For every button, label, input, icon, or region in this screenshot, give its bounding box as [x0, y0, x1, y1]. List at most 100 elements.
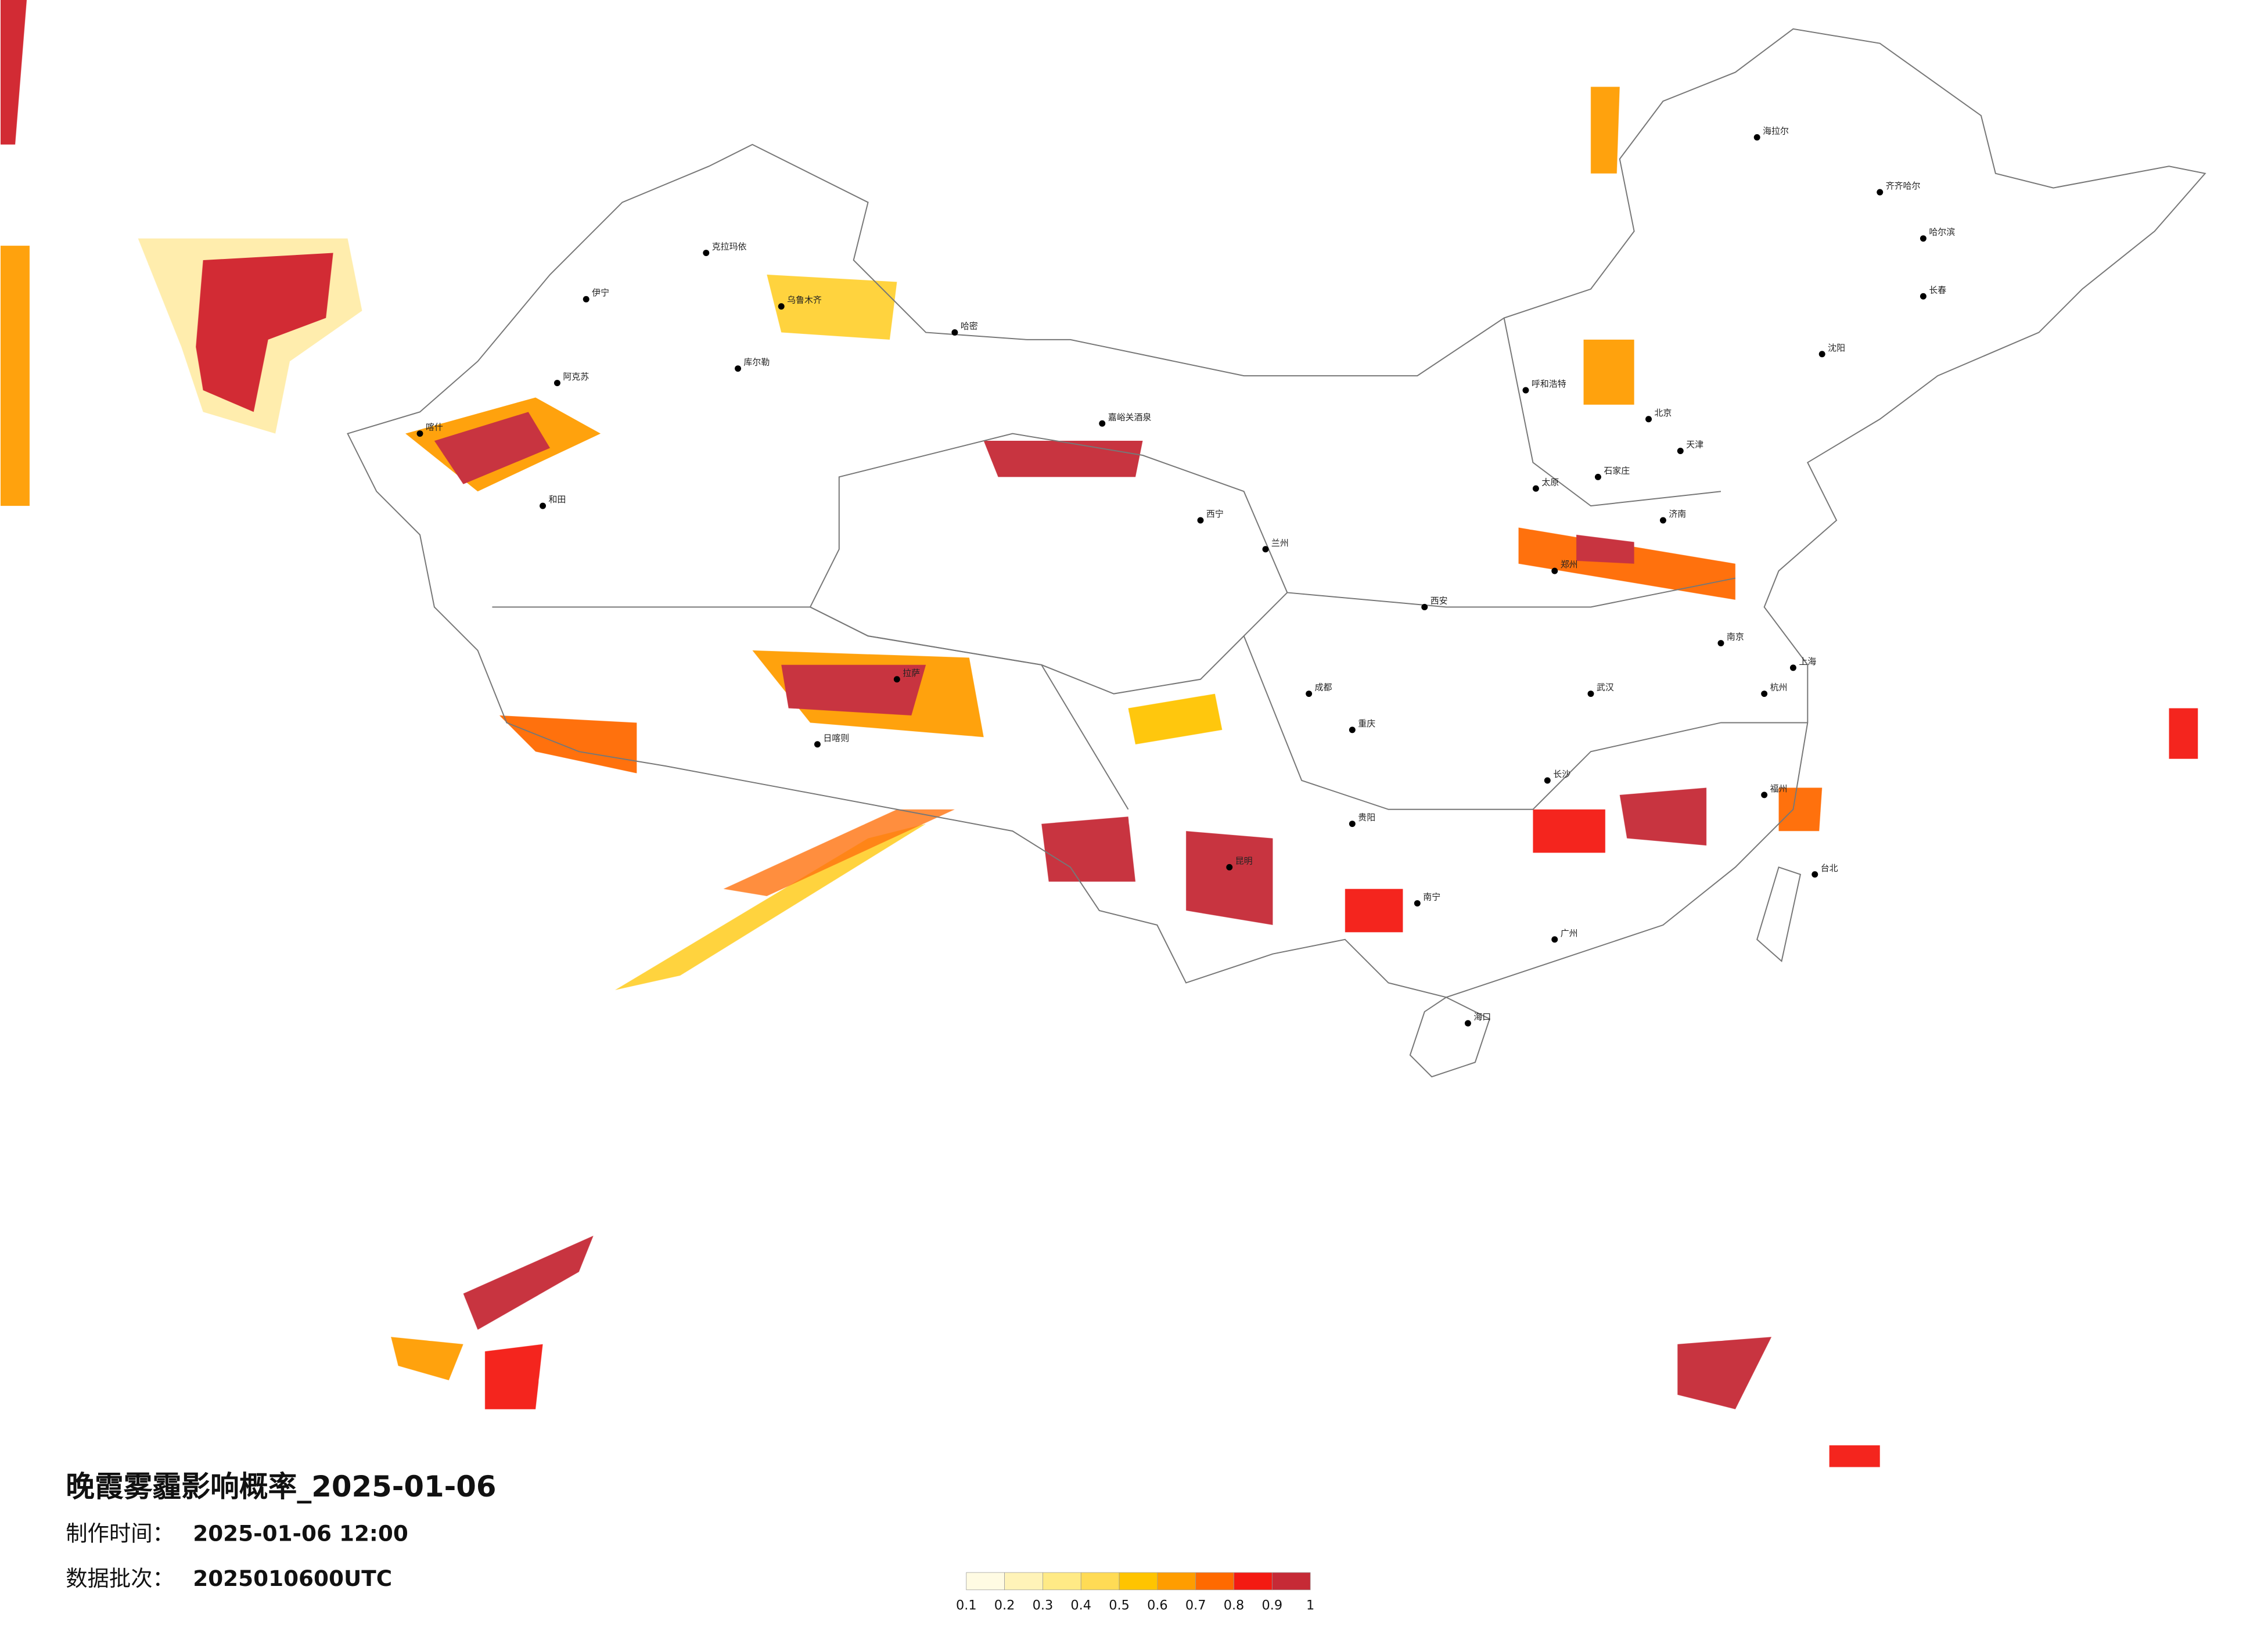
city-dot — [1306, 690, 1313, 697]
legend-swatch — [1271, 1572, 1311, 1591]
city-label: 北京 — [1655, 408, 1672, 418]
haze-field — [1, 0, 2198, 1467]
city-label: 武汉 — [1597, 682, 1614, 693]
city-dot — [1587, 690, 1594, 697]
city-label: 长春 — [1929, 285, 1946, 295]
city-label: 呼和浩特 — [1532, 379, 1566, 389]
city-label: 重庆 — [1358, 718, 1375, 729]
city-label: 西安 — [1430, 595, 1448, 606]
legend-swatch — [1119, 1572, 1158, 1591]
city-label: 伊宁 — [592, 287, 609, 298]
city-label: 喀什 — [426, 422, 443, 433]
city-label: 西宁 — [1206, 509, 1224, 519]
city-label: 阿克苏 — [563, 372, 589, 382]
legend-tick-label: 0.3 — [1033, 1598, 1054, 1613]
city-label: 哈密 — [961, 321, 978, 331]
city-label: 济南 — [1669, 509, 1686, 519]
legend-swatch — [1004, 1572, 1043, 1591]
city-dot — [1920, 293, 1926, 300]
city-label: 福州 — [1770, 783, 1788, 794]
city-label: 长沙 — [1553, 769, 1570, 779]
city-label: 广州 — [1561, 928, 1578, 938]
city-dot — [1761, 690, 1768, 697]
production-time-label: 制作时间： — [66, 1521, 174, 1546]
city-dot — [583, 296, 590, 303]
city-dot — [893, 676, 900, 683]
city-label: 沈阳 — [1828, 343, 1845, 353]
city-dot — [1677, 448, 1684, 455]
city-label: 拉萨 — [903, 668, 920, 678]
city-label: 南京 — [1727, 632, 1744, 642]
city-label: 天津 — [1686, 440, 1703, 450]
city-label: 上海 — [1799, 656, 1816, 667]
legend-swatch — [1043, 1572, 1081, 1591]
city-label: 太原 — [1541, 477, 1559, 487]
city-dot — [1811, 871, 1818, 878]
city-label: 乌鲁木齐 — [787, 295, 822, 305]
city-dot — [1818, 351, 1825, 358]
city-dot — [1645, 416, 1652, 423]
city-dot — [1920, 235, 1926, 242]
city-label: 南宁 — [1423, 892, 1440, 902]
city-dot — [735, 365, 742, 372]
city-dot — [951, 329, 958, 336]
legend: 0.1 0.2 0.3 0.4 0.5 0.6 0.7 0.8 0.9 1 — [956, 1572, 1314, 1613]
legend-swatch — [1234, 1572, 1273, 1591]
city-dot — [1197, 517, 1204, 524]
city-dot — [1464, 1020, 1471, 1027]
city-label: 日喀则 — [823, 733, 849, 743]
city-label: 哈尔滨 — [1929, 227, 1955, 238]
legend-swatch — [1157, 1572, 1196, 1591]
map-title: 晚霞雾霾影响概率_2025-01-06 — [66, 1470, 496, 1503]
data-batch: 2025010600UTC — [193, 1566, 392, 1591]
city-label: 贵阳 — [1358, 812, 1375, 823]
city-dot — [1349, 821, 1356, 828]
city-dot — [1262, 546, 1269, 553]
city-label: 郑州 — [1561, 559, 1578, 570]
legend-tick-label: 0.4 — [1070, 1598, 1091, 1613]
legend-tick-label: 0.8 — [1224, 1598, 1245, 1613]
city-dot — [1761, 792, 1768, 798]
city-dot — [1789, 664, 1796, 671]
city-dot — [416, 430, 423, 437]
city-label: 石家庄 — [1604, 465, 1630, 476]
city-dot — [814, 741, 821, 748]
city-label: 台北 — [1821, 863, 1838, 873]
legend-tick-label: 1 — [1306, 1598, 1314, 1613]
city-dot — [1349, 726, 1356, 733]
city-dot — [1226, 864, 1233, 870]
city-dot — [1717, 640, 1724, 647]
city-dot — [540, 502, 547, 509]
city-label: 昆明 — [1235, 855, 1253, 866]
legend-tick-label: 0.5 — [1109, 1598, 1130, 1613]
city-label: 海拉尔 — [1763, 125, 1789, 136]
city-label: 成都 — [1315, 682, 1332, 693]
legend-tick-label: 0.9 — [1262, 1598, 1283, 1613]
legend-tick-label: 0.7 — [1185, 1598, 1206, 1613]
city-dot — [553, 380, 560, 387]
city-dot — [1522, 387, 1529, 394]
legend-tick-label: 0.6 — [1147, 1598, 1168, 1613]
city-dot — [1414, 900, 1421, 907]
legend-tick-label: 0.2 — [994, 1598, 1015, 1613]
city-dot — [1099, 420, 1106, 427]
city-dot — [778, 303, 785, 310]
data-batch-label: 数据批次： — [66, 1566, 174, 1591]
city-dot — [1659, 517, 1666, 524]
city-label: 兰州 — [1271, 538, 1289, 548]
legend-swatch — [1195, 1572, 1234, 1591]
city-dot — [1877, 189, 1884, 196]
legend-swatch — [966, 1572, 1005, 1591]
city-label: 库尔勒 — [744, 357, 770, 368]
city-dot — [1544, 777, 1551, 784]
city-dot — [1551, 936, 1558, 943]
city-label: 克拉玛依 — [712, 242, 747, 252]
legend-swatch — [1080, 1572, 1120, 1591]
city-label: 齐齐哈尔 — [1886, 181, 1921, 191]
city-label: 嘉峪关酒泉 — [1108, 412, 1152, 422]
city-dot — [1594, 473, 1601, 480]
city-dot — [1421, 603, 1428, 610]
